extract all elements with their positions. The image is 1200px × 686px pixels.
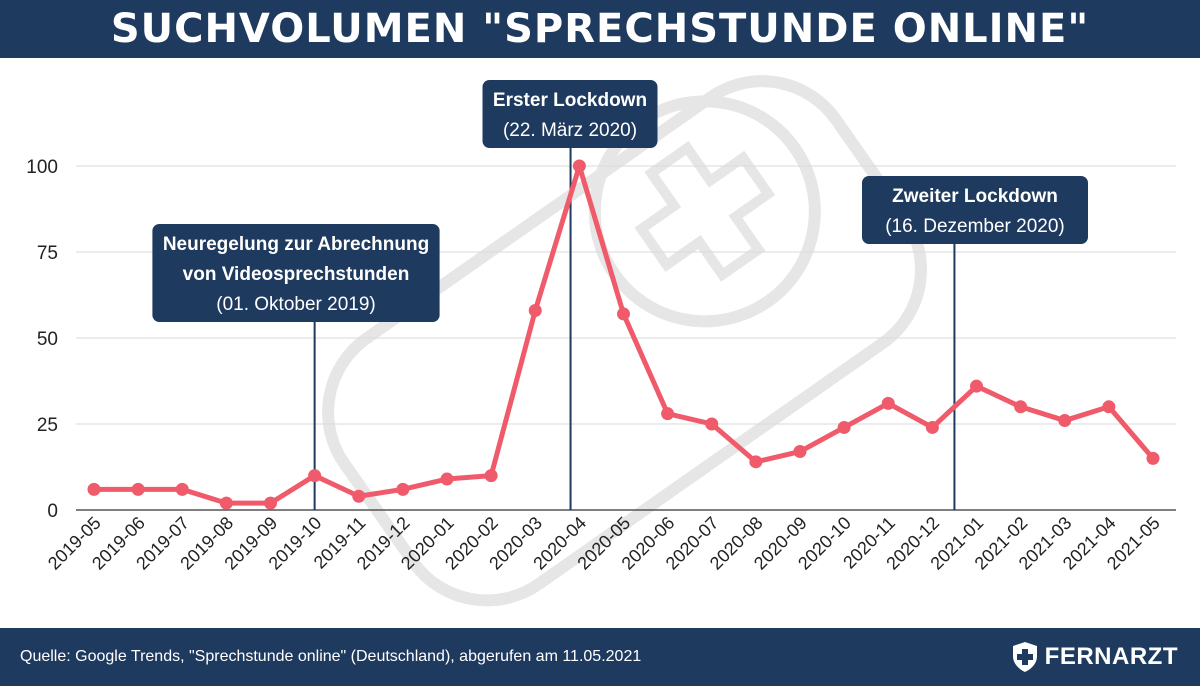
data-point (1102, 400, 1116, 414)
annotation-background (482, 80, 658, 148)
data-point (925, 420, 939, 434)
data-point (528, 303, 542, 317)
source-note: Quelle: Google Trends, "Sprechstunde onl… (20, 648, 642, 665)
y-tick-label: 100 (26, 157, 58, 178)
data-point (617, 307, 630, 321)
data-point (308, 469, 322, 483)
annotation-label: Erster Lockdown (493, 90, 647, 111)
series-line (87, 159, 1160, 510)
annotation-box: Zweiter Lockdown (16. Dezember 2020) (862, 176, 1088, 244)
data-point (1014, 400, 1028, 414)
annotation-date: (16. Dezember 2020) (885, 216, 1065, 237)
data-point (793, 445, 807, 459)
annotation-background (862, 176, 1088, 244)
annotation-box: Erster Lockdown (22. März 2020) (482, 80, 658, 148)
annotation-boxes: Neuregelung zur Abrechnung von Videosprec… (152, 80, 1088, 322)
x-axis-ticks: 2019-052019-062019-072019-082019-092019-… (44, 513, 1164, 574)
data-point (572, 159, 586, 173)
data-point (661, 407, 675, 421)
grid-lines (76, 165, 1176, 511)
data-point (970, 379, 983, 393)
data-point (87, 482, 101, 496)
annotation-background (152, 224, 440, 322)
footer-bar: Quelle: Google Trends, "Sprechstunde onl… (0, 628, 1200, 686)
annotation-date: (01. Oktober 2019) (216, 294, 375, 315)
annotation-label: Neuregelung zur Abrechnung (163, 234, 429, 255)
data-point (175, 482, 189, 496)
annotation-box: Neuregelung zur Abrechnung von Videosprec… (152, 224, 440, 322)
chart-title: SUCHVOLUMEN "SPRECHSTUNDE ONLINE" (110, 6, 1090, 52)
annotation-date: (22. März 2020) (503, 120, 637, 141)
title-bar: SUCHVOLUMEN "SPRECHSTUNDE ONLINE" (0, 0, 1200, 58)
y-tick-label: 0 (47, 501, 58, 522)
brand-logo: FERNARZT (1011, 641, 1178, 673)
data-point (1146, 451, 1160, 465)
data-point (396, 482, 410, 496)
data-point (484, 469, 498, 483)
data-point (749, 455, 763, 469)
data-point (131, 482, 145, 496)
annotation-markers (313, 138, 956, 510)
data-point (264, 496, 277, 510)
y-tick-label: 75 (37, 243, 58, 264)
annotation-label: von Videosprechstunden (183, 264, 410, 285)
annotation-label: Zweiter Lockdown (892, 186, 1058, 207)
line-chart: 0 25 50 75 100 2019-052019-062019-072019-082… (26, 75, 1176, 607)
y-tick-label: 50 (37, 329, 58, 350)
brand-name: FERNARZT (1044, 643, 1178, 670)
data-point (1058, 414, 1072, 428)
y-axis-ticks: 0 25 50 75 100 (26, 157, 58, 522)
data-point (837, 420, 851, 434)
data-point (440, 472, 454, 486)
y-tick-label: 25 (37, 415, 58, 436)
data-point (219, 496, 233, 510)
data-point (881, 396, 895, 410)
data-point (705, 417, 719, 431)
shield-cross-icon (1012, 642, 1037, 672)
data-point (352, 489, 366, 503)
